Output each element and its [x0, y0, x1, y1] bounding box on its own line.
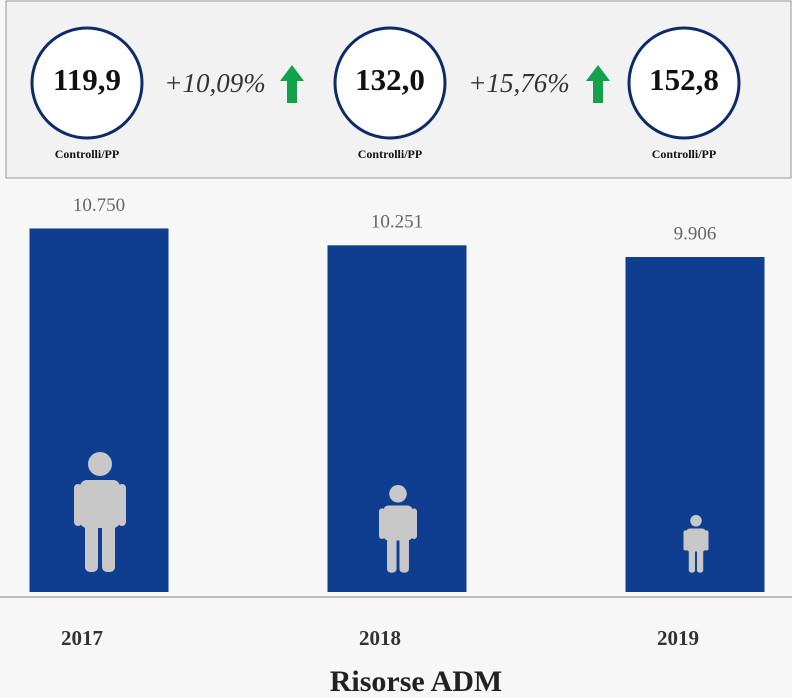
x-tick-label: 2018 — [359, 626, 401, 650]
kpi-circle — [30, 26, 144, 140]
kpi-circle — [333, 26, 447, 140]
value-label: 9.906 — [674, 223, 717, 244]
bar — [29, 228, 169, 593]
change-label: +15,76% — [468, 68, 569, 98]
value-label: 10.750 — [73, 195, 125, 216]
change-label: +10,09% — [164, 68, 265, 98]
chart-title: Risorse ADM — [330, 665, 502, 698]
kpi-value: 132,0 — [355, 62, 425, 97]
kpi-value: 152,8 — [649, 62, 719, 97]
kpi-label: Controlli/PP — [358, 147, 422, 161]
x-tick-label: 2019 — [657, 626, 699, 650]
kpi-label: Controlli/PP — [55, 147, 119, 161]
x-tick-label: 2017 — [61, 626, 103, 650]
kpi-value: 119,9 — [53, 62, 121, 97]
kpi-circle — [627, 26, 741, 140]
kpi-label: Controlli/PP — [652, 147, 716, 161]
value-label: 10.251 — [371, 212, 423, 233]
